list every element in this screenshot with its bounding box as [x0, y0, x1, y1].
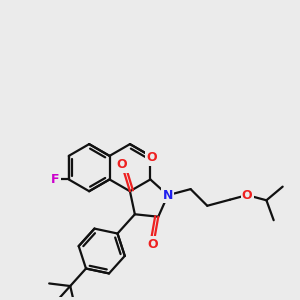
Text: O: O — [242, 189, 252, 202]
Text: F: F — [51, 173, 59, 186]
Text: O: O — [146, 152, 157, 164]
Text: O: O — [117, 158, 128, 171]
Text: N: N — [163, 189, 173, 202]
Text: O: O — [147, 238, 158, 250]
